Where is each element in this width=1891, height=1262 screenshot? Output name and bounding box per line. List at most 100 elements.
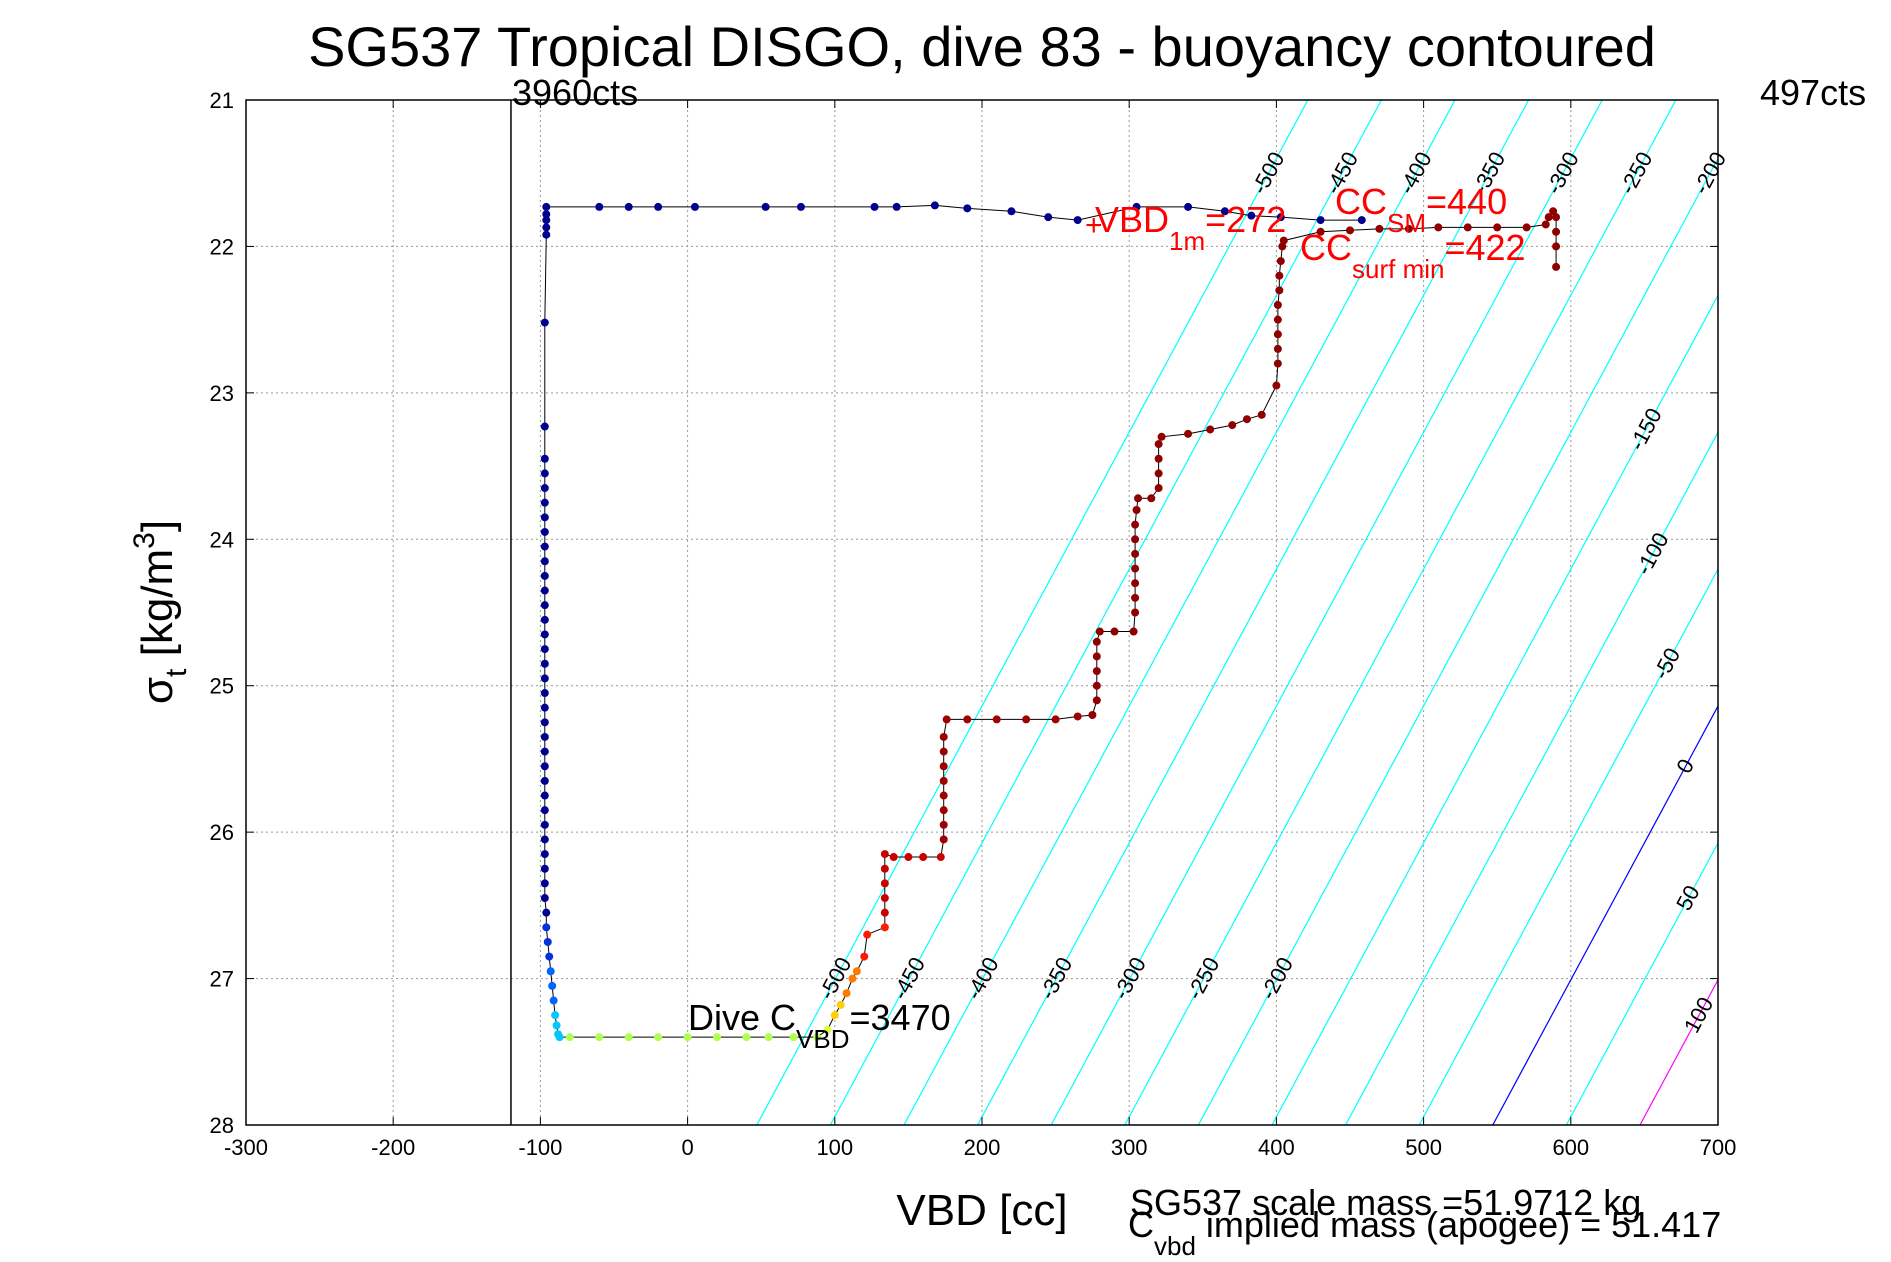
apogee-point bbox=[764, 1033, 773, 1042]
dive-point bbox=[542, 202, 551, 211]
contour-line bbox=[829, 100, 1382, 1125]
cc-sm-post: =440 bbox=[1426, 181, 1507, 222]
climb-point bbox=[1131, 520, 1140, 529]
climb-point bbox=[992, 715, 1001, 724]
climb-point bbox=[1134, 494, 1143, 503]
climb-point bbox=[1346, 226, 1354, 235]
dive-point bbox=[540, 820, 549, 829]
climb-point bbox=[1404, 224, 1413, 233]
dive-point bbox=[540, 864, 549, 873]
contour-label: -150 bbox=[1624, 404, 1667, 455]
contour-line bbox=[1345, 430, 1718, 1125]
climb-point bbox=[1131, 564, 1140, 573]
dive-point bbox=[546, 967, 555, 976]
dive-point bbox=[540, 645, 549, 654]
surface-point bbox=[654, 202, 663, 211]
surface-point bbox=[870, 202, 879, 211]
climb-point bbox=[1157, 432, 1166, 441]
dive-point bbox=[542, 223, 551, 232]
y-label-main: σ bbox=[133, 677, 182, 704]
vbd-1m-marker: + bbox=[1085, 209, 1103, 242]
y-label-sub: t bbox=[160, 668, 193, 677]
climb-point bbox=[939, 762, 948, 771]
dive-point bbox=[540, 586, 549, 595]
y-tick-label: 21 bbox=[210, 88, 234, 113]
climb-point bbox=[919, 853, 928, 862]
climb-point bbox=[1257, 410, 1266, 419]
climb-point bbox=[1552, 262, 1561, 271]
contour-line bbox=[1639, 978, 1718, 1125]
climb-point bbox=[1552, 227, 1561, 236]
y-ticks: 21 22 23 24 25 26 27 28 bbox=[210, 88, 1718, 1138]
climb-point bbox=[880, 894, 889, 903]
surface-point bbox=[761, 202, 770, 211]
top-left-counts: 3960cts bbox=[512, 72, 638, 113]
climb-point bbox=[939, 776, 948, 785]
climb-point bbox=[1184, 429, 1193, 438]
implied-mass-sub: vbd bbox=[1154, 1231, 1196, 1261]
contour-line bbox=[1492, 704, 1718, 1125]
surface-point bbox=[1184, 202, 1193, 211]
dive-point bbox=[540, 498, 549, 507]
climb-point bbox=[1273, 315, 1282, 324]
dive-point bbox=[540, 469, 549, 478]
contour-label: -100 bbox=[1631, 528, 1674, 579]
contour-label: 0 bbox=[1671, 755, 1699, 778]
climb-point bbox=[1273, 344, 1282, 353]
dive-point bbox=[540, 454, 549, 463]
dive-point bbox=[540, 747, 549, 756]
x-tick-label: -300 bbox=[224, 1135, 268, 1160]
climb-point bbox=[1092, 652, 1101, 661]
y-tick-label: 24 bbox=[210, 527, 234, 552]
x-tick-label: 500 bbox=[1405, 1135, 1442, 1160]
contour-label: -300 bbox=[1541, 148, 1584, 199]
contour-line bbox=[1197, 157, 1718, 1125]
surface-point bbox=[1073, 216, 1082, 225]
dive-point bbox=[540, 542, 549, 551]
surface-point bbox=[595, 202, 604, 211]
dive-point bbox=[555, 1033, 564, 1042]
dive-point bbox=[540, 835, 549, 844]
climb-point bbox=[1275, 271, 1284, 280]
cc-surf-sub: surf min bbox=[1352, 254, 1444, 284]
y-tick-label: 27 bbox=[210, 967, 234, 992]
dive-point bbox=[549, 996, 558, 1005]
surface-point bbox=[624, 202, 633, 211]
surface-point bbox=[690, 202, 699, 211]
surface-point bbox=[930, 201, 939, 210]
climb-point bbox=[1276, 257, 1285, 266]
climb-point bbox=[852, 967, 861, 976]
surface-point bbox=[1044, 213, 1053, 222]
surface-point bbox=[1276, 213, 1285, 222]
y-tick-label: 28 bbox=[210, 1113, 234, 1138]
climb-point bbox=[1154, 440, 1163, 449]
x-ticks: -300 -200 -100 0 100 200 300 400 500 600 700 bbox=[224, 100, 1736, 1160]
dive-point bbox=[540, 557, 549, 566]
dive-point bbox=[540, 776, 549, 785]
apogee-point bbox=[683, 1033, 692, 1042]
climb-point bbox=[1073, 712, 1082, 721]
climb-point bbox=[1463, 223, 1472, 232]
y-tick-label: 23 bbox=[210, 381, 234, 406]
y-label-unit-post: ] bbox=[133, 520, 182, 532]
dive-point bbox=[542, 210, 551, 219]
data-series bbox=[540, 201, 1561, 1042]
climb-point bbox=[904, 853, 913, 862]
y-tick-label: 25 bbox=[210, 674, 234, 699]
x-axis-label: VBD [cc] bbox=[896, 1186, 1067, 1235]
scale-mass-text: SG537 scale mass =51.9712 kg bbox=[1130, 1182, 1641, 1223]
climb-point bbox=[1051, 715, 1060, 724]
climb-point bbox=[939, 835, 948, 844]
buoyancy-contours bbox=[756, 100, 1718, 1125]
apogee-point bbox=[742, 1033, 751, 1042]
dive-point bbox=[542, 216, 551, 225]
climb-point bbox=[1092, 667, 1101, 676]
contour-line bbox=[977, 100, 1530, 1125]
dive-point bbox=[542, 230, 551, 239]
dive-point bbox=[540, 703, 549, 712]
climb-point bbox=[1092, 696, 1101, 705]
dive-point bbox=[540, 601, 549, 610]
climb-point bbox=[1375, 224, 1384, 233]
climb-point bbox=[848, 974, 857, 983]
